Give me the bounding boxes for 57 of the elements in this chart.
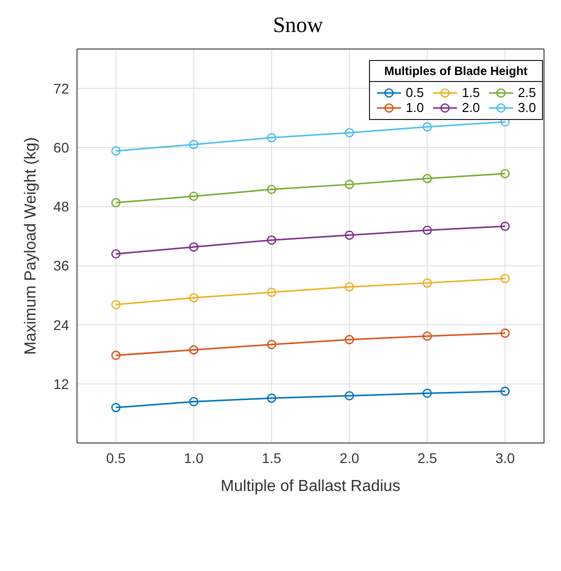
point: [189, 140, 198, 150]
point: [500, 386, 510, 396]
y-tick-label: 12: [53, 376, 70, 392]
point: [500, 328, 510, 338]
point: [111, 300, 121, 310]
y-tick-label: 72: [53, 80, 70, 96]
y-tick-label: 60: [53, 139, 70, 156]
point: [500, 168, 510, 178]
point: [344, 180, 354, 190]
point: [189, 192, 198, 201]
point: [422, 278, 432, 288]
point: [111, 146, 121, 156]
point: [111, 402, 121, 412]
point: [189, 242, 198, 252]
point: [422, 331, 432, 341]
y-tick-label: 24: [53, 316, 70, 333]
point: [500, 222, 510, 231]
legend-label: 0.5: [406, 85, 424, 100]
point: [266, 184, 276, 194]
x-tick-label: 2.0: [340, 450, 360, 466]
legend-label: 2.5: [518, 85, 536, 100]
point: [189, 345, 198, 355]
point: [344, 128, 354, 138]
point: [344, 391, 354, 400]
point: [266, 288, 276, 297]
legend-label: 2.0: [462, 100, 480, 115]
point: [266, 235, 276, 245]
x-tick-label: 3.0: [495, 450, 516, 466]
point: [422, 174, 432, 184]
point: [189, 396, 198, 406]
y-tick-label: 36: [53, 258, 70, 274]
point: [266, 394, 276, 403]
x-axis-title: Multiple of Ballast Radius: [220, 478, 400, 495]
point: [111, 198, 121, 208]
legend-label: 1.5: [462, 85, 480, 100]
point: [189, 293, 198, 302]
legend-label: 3.0: [518, 100, 536, 115]
point: [111, 350, 121, 360]
x-tick-label: 1.0: [184, 450, 204, 466]
point: [266, 133, 276, 142]
legend-label: 1.0: [406, 100, 424, 115]
point: [266, 340, 276, 350]
chart-title: Snow: [272, 12, 324, 37]
point: [344, 230, 354, 240]
point: [422, 388, 432, 398]
y-axis-title: Maximum Payload Weight (kg): [22, 137, 40, 355]
point: [111, 249, 121, 259]
point: [422, 226, 432, 235]
point: [500, 274, 510, 284]
point: [344, 334, 354, 344]
point: [344, 282, 354, 292]
x-tick-label: 0.5: [106, 450, 126, 466]
x-tick-label: 2.5: [418, 450, 438, 466]
legend-title: Multiples of Blade Height: [370, 61, 542, 82]
point: [422, 122, 432, 132]
x-tick-label: 1.5: [262, 450, 282, 466]
y-tick-label: 48: [53, 198, 70, 215]
